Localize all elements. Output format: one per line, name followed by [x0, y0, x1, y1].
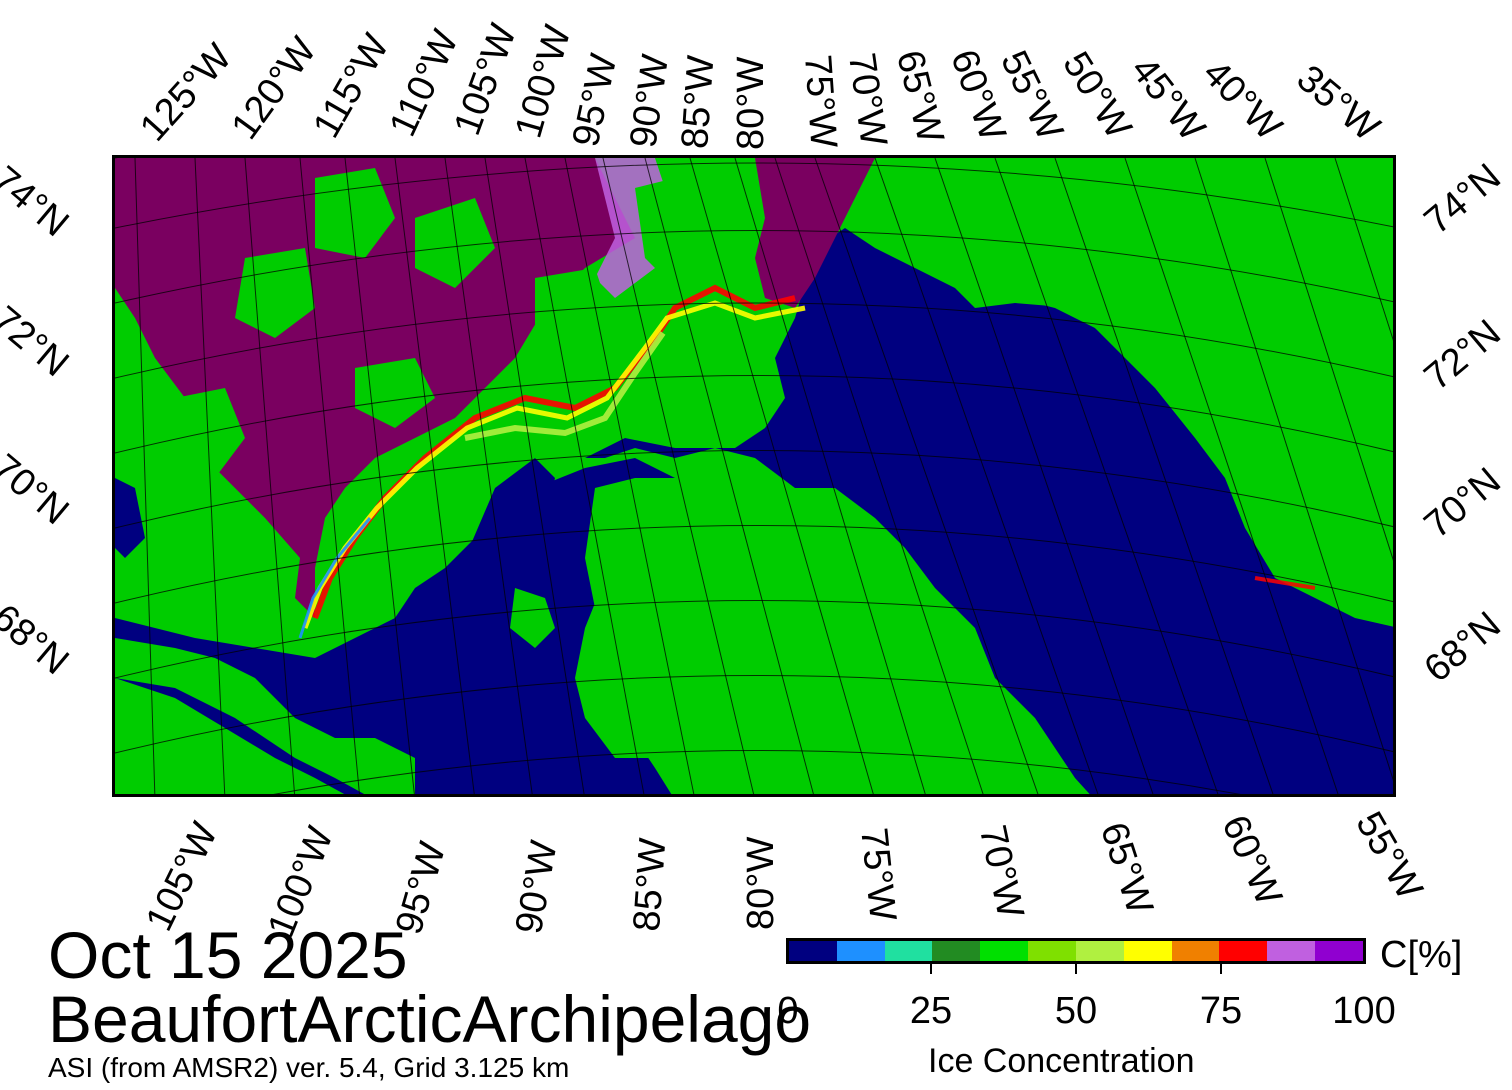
lon-label-bottom-90: 90°W: [508, 837, 566, 937]
colorbar-swatch-4: [980, 941, 1029, 961]
lon-label-top-120: 120°W: [223, 29, 325, 148]
lon-label-top-45: 45°W: [1122, 49, 1213, 149]
gulf-of-boothia-water: [465, 458, 555, 608]
lon-label-top-90: 90°W: [622, 51, 677, 151]
colorbar-swatch-1: [836, 941, 885, 961]
lat-label-right-68: 68°N: [1416, 603, 1509, 691]
colorbar-tickmark-25: [930, 964, 932, 974]
archipelago-island-3: [415, 198, 495, 288]
latitude-lines: [115, 158, 1393, 794]
multiyear-ice-north: [755, 158, 875, 308]
colorbar-swatch-2: [884, 941, 933, 961]
colorbar-tick-100: 100: [1332, 990, 1396, 1032]
map-frame: [112, 155, 1396, 797]
lon-label-bottom-65: 65°W: [1091, 817, 1161, 920]
ice-edge-greenland: [1254, 576, 1316, 590]
colorbar-tick-50: 50: [1054, 990, 1098, 1032]
archipelago-island-1: [315, 168, 395, 258]
colorbar-swatch-10: [1267, 941, 1316, 961]
lat-label-right-70: 70°N: [1416, 459, 1509, 547]
colorbar-swatch-7: [1123, 941, 1172, 961]
colorbar-tickmark-50: [1075, 964, 1077, 974]
lon-label-bottom-80: 80°W: [740, 836, 782, 930]
colorbar-swatch-6: [1075, 941, 1124, 961]
colorbar: [786, 938, 1366, 964]
colorbar-tick-75: 75: [1199, 990, 1243, 1032]
baffin-bay-water: [585, 228, 1393, 794]
lon-label-top-70: 70°W: [840, 50, 895, 149]
lon-label-top-115: 115°W: [305, 27, 398, 146]
colorbar-swatch-0: [789, 941, 837, 961]
ice-concentration-map: [115, 158, 1393, 794]
lat-label-right-72: 72°N: [1416, 311, 1509, 399]
lat-label-left-70: 70°N: [0, 446, 77, 534]
lon-label-top-65: 65°W: [888, 46, 952, 148]
archipelago-island-6: [175, 388, 245, 478]
date-title: Oct 15 2025: [48, 918, 408, 992]
lon-label-top-75: 75°W: [796, 53, 845, 150]
colorbar-swatch-9: [1219, 941, 1268, 961]
colorbar-swatch-3: [932, 941, 981, 961]
colorbar-tick-25: 25: [909, 990, 953, 1032]
colorbar-swatch-5: [1028, 941, 1076, 961]
lon-label-bottom-70: 70°W: [970, 821, 1032, 922]
baffin-island: [585, 468, 1043, 794]
western-channel-water: [115, 478, 145, 558]
archipelago-island-8: [635, 168, 755, 298]
mainland-southwest: [115, 678, 345, 794]
lon-label-top-125: 125°W: [132, 36, 241, 150]
greenland: [875, 158, 1393, 617]
lon-label-top-95: 95°W: [564, 50, 626, 151]
archipelago-island-4: [355, 358, 435, 428]
colorbar-swatch-11: [1315, 941, 1363, 961]
lon-label-top-50: 50°W: [1054, 44, 1140, 147]
colorbar-label: Ice Concentration: [928, 1042, 1195, 1080]
colorbar-swatch-8: [1171, 941, 1220, 961]
lon-label-top-40: 40°W: [1194, 52, 1290, 149]
lon-label-bottom-55: 55°W: [1347, 805, 1431, 907]
region-title: BeaufortArcticArchipelago: [48, 982, 812, 1056]
lat-label-right-74: 74°N: [1416, 155, 1509, 243]
lon-label-top-80: 80°W: [730, 56, 772, 150]
ice-edge-cyan: [298, 517, 372, 639]
colorbar-tick-0: 0: [777, 990, 799, 1032]
central-island: [510, 588, 555, 648]
lon-label-bottom-75: 75°W: [852, 825, 904, 924]
lon-label-top-85: 85°W: [674, 54, 723, 151]
archipelago-island-2: [235, 248, 315, 338]
lat-label-left-74: 74°N: [0, 158, 77, 246]
lat-label-left-68: 68°N: [0, 596, 77, 684]
lon-label-bottom-85: 85°W: [626, 836, 675, 933]
lon-label-top-35: 35°W: [1288, 57, 1388, 150]
longitude-lines: [134, 158, 1393, 794]
ice-edge-lightgreen: [464, 331, 666, 441]
lon-label-bottom-60: 60°W: [1213, 809, 1290, 912]
colorbar-tickmark-75: [1220, 964, 1222, 974]
archipelago-island-7: [535, 268, 615, 358]
lat-label-left-72: 72°N: [0, 298, 77, 386]
source-caption: ASI (from AMSR2) ver. 5.4, Grid 3.125 km: [48, 1052, 570, 1083]
colorbar-unit: C[%]: [1380, 934, 1463, 976]
